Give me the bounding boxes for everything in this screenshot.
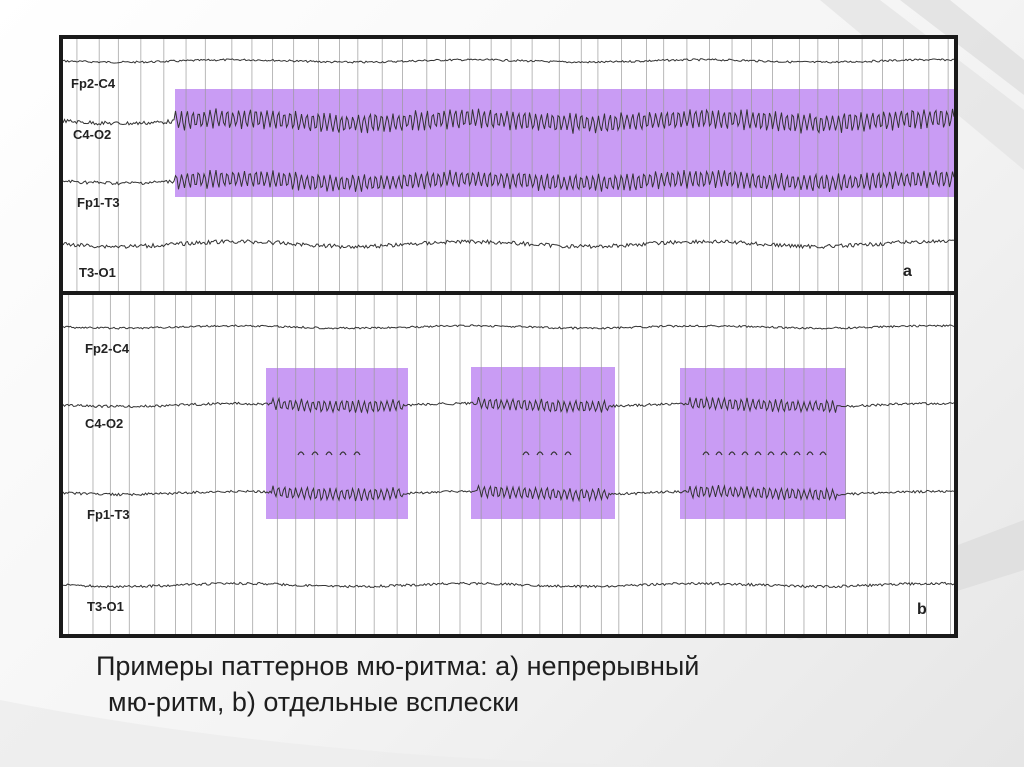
eeg-panel-b: Fp2-C4 C4-O2 Fp1-T3 T3-O1 b [63,295,954,634]
panel-letter-a: a [903,263,912,280]
caption-line-2: мю-ритм, b) отдельные всплески [108,687,520,717]
mu-burst-highlight-3 [680,368,846,519]
panel-letter-b: b [917,601,927,618]
eeg-trace-fp1-t3 [63,484,954,503]
eeg-traces-panel-b [63,295,954,634]
caption-line-1: Примеры паттернов мю-ритма: a) непрерывн… [96,651,700,681]
figure-caption: Примеры паттернов мю-ритма: a) непрерывн… [96,648,996,720]
eeg-panel-a: Fp2-C4 C4-O2 Fp1-T3 T3-O1 a [63,39,954,291]
eeg-trace-fp1-t3 [63,169,954,192]
channel-label-fp1-t3: Fp1-T3 [87,507,130,522]
eeg-trace-t3-o1 [63,581,954,589]
wave-marker [780,451,788,456]
wave-marker [702,451,710,456]
wave-marker [754,451,762,456]
eeg-trace-t3-o1 [63,238,954,250]
channel-label-c4-o2: C4-O2 [73,127,112,142]
channel-label-t3-o1: T3-O1 [87,599,124,614]
eeg-figure: Fp2-C4 C4-O2 Fp1-T3 T3-O1 a Fp2-C4 C4-O2… [59,35,958,638]
channel-label-fp2-c4: Fp2-C4 [85,341,130,356]
wave-marker [297,451,305,456]
wave-marker [311,451,319,456]
wave-marker [522,451,530,456]
eeg-traces-panel-a [63,39,954,291]
wave-marker [806,451,814,456]
wave-marker [819,451,827,456]
wave-marker [325,451,333,456]
wave-marker [536,451,544,456]
channel-label-c4-o2: C4-O2 [85,416,124,431]
eeg-trace-fp2-c4 [63,324,954,330]
channel-label-fp2-c4: Fp2-C4 [71,76,116,91]
channel-label-fp1-t3: Fp1-T3 [77,195,120,210]
wave-marker [353,451,361,456]
wave-marker [550,451,558,456]
channel-label-t3-o1: T3-O1 [79,265,116,280]
eeg-trace-c4-o2 [63,108,954,134]
wave-marker [339,451,347,456]
wave-marker [715,451,723,456]
wave-marker [741,451,749,456]
wave-marker [793,451,801,456]
eeg-trace-c4-o2 [63,395,954,415]
wave-marker [767,451,775,456]
wave-marker [728,451,736,456]
eeg-trace-fp2-c4 [63,58,954,64]
wave-marker [564,451,572,456]
